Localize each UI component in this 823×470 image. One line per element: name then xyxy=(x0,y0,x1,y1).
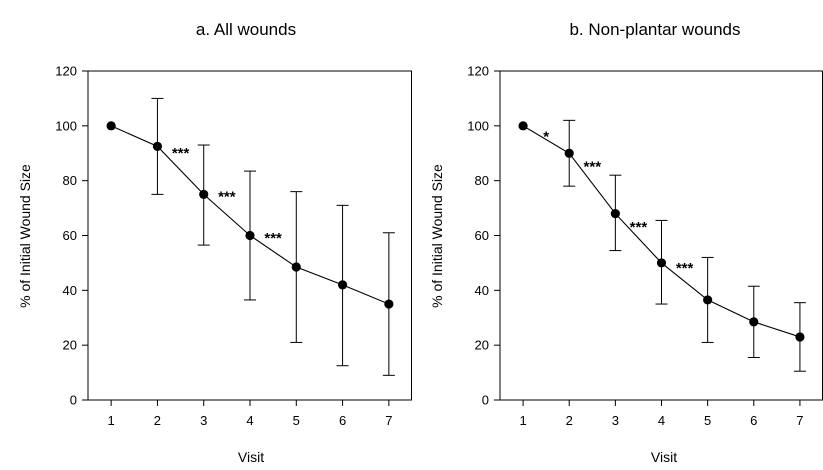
y-tick-label: 0 xyxy=(482,393,489,408)
y-tick-label: 20 xyxy=(475,338,489,353)
x-tick-label: 2 xyxy=(566,413,573,428)
y-tick-label: 20 xyxy=(63,338,77,353)
y-tick-label: 100 xyxy=(55,118,77,133)
y-tick-label: 100 xyxy=(467,118,489,133)
chart-title: a. All wounds xyxy=(196,20,296,39)
significance-marker: *** xyxy=(264,230,282,247)
data-point xyxy=(199,189,209,199)
y-tick-label: 120 xyxy=(467,64,489,79)
y-tick-label: 40 xyxy=(63,283,77,298)
x-tick-label: 2 xyxy=(154,413,161,428)
x-tick-label: 6 xyxy=(339,413,346,428)
x-tick-label: 1 xyxy=(519,413,526,428)
significance-marker: *** xyxy=(172,145,190,162)
data-point xyxy=(795,332,805,342)
x-tick-label: 7 xyxy=(385,413,392,428)
data-point xyxy=(337,280,348,290)
y-tick-label: 60 xyxy=(475,228,489,243)
x-tick-label: 3 xyxy=(200,413,207,428)
data-point xyxy=(610,208,620,219)
x-tick-label: 5 xyxy=(704,413,711,428)
panel-non-plantar-wounds: b. Non-plantar wounds Visit % of Initial… xyxy=(429,20,823,465)
y-tick-label: 60 xyxy=(63,228,77,243)
data-point xyxy=(152,141,163,151)
data-point xyxy=(384,299,394,309)
data-point xyxy=(106,121,116,131)
data-point xyxy=(291,262,301,272)
data-point xyxy=(564,148,574,158)
data-point xyxy=(749,317,759,327)
y-tick-label: 0 xyxy=(70,393,77,408)
y-tick-label: 80 xyxy=(63,173,77,188)
significance-marker: *** xyxy=(676,260,694,277)
y-tick-label: 80 xyxy=(475,173,489,188)
chart-title: b. Non-plantar wounds xyxy=(569,20,740,39)
x-tick-label: 4 xyxy=(658,413,665,428)
data-point xyxy=(703,295,713,305)
x-tick-label: 6 xyxy=(750,413,757,428)
significance-marker: *** xyxy=(584,158,602,175)
significance-marker: * xyxy=(543,128,549,145)
x-axis-label: Visit xyxy=(651,449,677,465)
x-tick-label: 7 xyxy=(796,413,803,428)
significance-marker: *** xyxy=(218,189,236,206)
data-point xyxy=(518,121,528,131)
y-tick-label: 120 xyxy=(55,64,77,79)
x-tick-label: 5 xyxy=(293,413,300,428)
significance-marker: *** xyxy=(630,219,648,236)
x-tick-label: 3 xyxy=(612,413,619,428)
x-axis-label: Visit xyxy=(238,449,264,465)
y-tick-label: 40 xyxy=(475,283,489,298)
panel-all-wounds: a. All wounds Visit % of Initial Wound S… xyxy=(17,20,412,465)
y-axis-label: % of Initial Wound Size xyxy=(429,164,445,308)
data-point xyxy=(245,230,255,241)
x-tick-label: 1 xyxy=(108,413,115,428)
x-tick-label: 4 xyxy=(246,413,253,428)
data-point xyxy=(656,258,667,268)
y-axis-label: % of Initial Wound Size xyxy=(17,164,33,308)
